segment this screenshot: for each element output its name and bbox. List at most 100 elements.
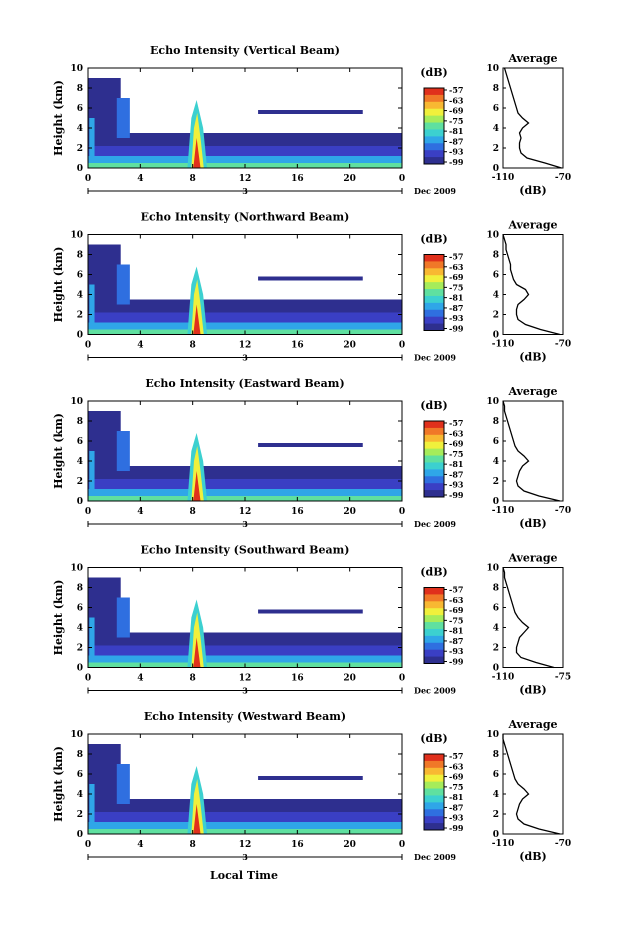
x-tick-label: 8 xyxy=(190,174,196,184)
average-y-tick-label: 4 xyxy=(493,624,499,634)
average-frame xyxy=(502,733,564,835)
colorbar-tick-label: -93 xyxy=(449,646,464,656)
x-tick-label: 20 xyxy=(343,674,356,684)
colorbar-frame xyxy=(423,420,445,498)
average-y-tick-label: 4 xyxy=(493,291,499,301)
x-tick-label: 0 xyxy=(399,840,405,850)
colorbar-swatch xyxy=(424,767,444,776)
colorbar-tick-label: -81 xyxy=(449,126,463,136)
colorbar-tick-label: -93 xyxy=(449,147,464,157)
x-tick-label: 8 xyxy=(190,341,196,351)
average-profile-line xyxy=(503,67,562,169)
panel-northward: Echo Intensity (Northward Beam) 0 2 4 6 8 10 He… xyxy=(52,211,571,364)
y-tick-label: 0 xyxy=(77,664,83,674)
colorbar-swatch xyxy=(424,483,444,491)
x-tick-label: 0 xyxy=(85,840,91,850)
day-label: 3 xyxy=(242,353,248,363)
colorbar-swatch xyxy=(424,469,444,477)
y-tick-label: 10 xyxy=(70,730,83,740)
colorbar-swatch xyxy=(424,157,444,165)
colorbar-unit: (dB) xyxy=(420,566,447,579)
y-tick-label: 0 xyxy=(77,497,83,507)
heatmap-event-mid xyxy=(191,113,204,168)
average-y-tick-label: 0 xyxy=(493,830,499,840)
x-tick-label: 0 xyxy=(399,507,405,517)
colorbar-unit: (dB) xyxy=(420,66,447,79)
x-tick-label: 12 xyxy=(239,507,252,517)
colorbar-swatch xyxy=(424,601,444,609)
x-tick-label: 20 xyxy=(343,174,356,184)
y-tick-label: 2 xyxy=(77,477,83,487)
heatmap-field xyxy=(88,577,402,668)
colorbar-swatch xyxy=(424,261,444,269)
average-y-tick-label: 6 xyxy=(493,104,499,114)
heatmap-event-core xyxy=(193,471,201,501)
colorbar-tick-label: -63 xyxy=(449,428,464,438)
colorbar-frame xyxy=(423,587,445,664)
x-tick-label: 0 xyxy=(85,341,91,351)
colorbar-tick-label: -87 xyxy=(449,636,463,646)
average-profile-line xyxy=(502,400,561,502)
average-x-label: (dB) xyxy=(519,351,546,364)
colorbar-swatch xyxy=(424,129,444,137)
panel-vertical: Echo Intensity (Vertical Beam) 0 2 4 6 8 10 Hei… xyxy=(52,44,571,197)
colorbar-unit: (dB) xyxy=(420,233,447,246)
colorbar-frame xyxy=(423,254,445,331)
colorbar-tick-label: -75 xyxy=(449,449,463,459)
colorbar-tick-label: -81 xyxy=(449,792,463,802)
average-title: Average xyxy=(507,718,557,731)
y-tick-label: 4 xyxy=(77,624,83,634)
colorbar-swatch xyxy=(424,309,444,318)
heatmap-high-layer xyxy=(258,443,363,447)
heatmap-left-spike xyxy=(89,784,95,829)
x-tick-label: 4 xyxy=(137,341,143,351)
colorbar-tick-label: -93 xyxy=(449,313,464,323)
heatmap-left-spike xyxy=(89,284,95,330)
colorbar-swatch xyxy=(424,788,444,796)
panel-westward: Echo Intensity (Westward Beam) 0 2 4 6 8 10 Hei… xyxy=(52,710,571,863)
average-y-tick-label: 2 xyxy=(493,311,499,321)
x-tick-label: 20 xyxy=(343,341,356,351)
colorbar-swatch xyxy=(424,282,444,290)
heatmap-streak xyxy=(116,597,130,638)
colorbar-tick-label: -87 xyxy=(449,802,463,812)
y-tick-label: 10 xyxy=(70,64,83,74)
average-y-tick-label: 0 xyxy=(493,164,499,174)
x-tick-label: 12 xyxy=(239,840,252,850)
panel-title: Echo Intensity (Northward Beam) xyxy=(141,211,350,224)
average-x-tick-label: -70 xyxy=(555,506,571,516)
average-frame xyxy=(502,400,564,502)
average-y-tick-label: 4 xyxy=(493,790,499,800)
x-tick-label: 16 xyxy=(291,341,304,351)
average-y-tick-label: 2 xyxy=(493,477,499,487)
colorbar-swatch xyxy=(424,122,444,130)
y-axis-label: Height (km) xyxy=(52,413,65,489)
x-tick-label: 8 xyxy=(190,507,196,517)
heatmap-event-core xyxy=(193,138,201,168)
x-tick-label: 4 xyxy=(137,174,143,184)
day-label: 3 xyxy=(242,686,248,696)
colorbar-swatch xyxy=(424,462,444,470)
average-x-tick-label: -70 xyxy=(555,839,571,849)
y-tick-label: 8 xyxy=(77,584,83,594)
colorbar-swatch xyxy=(424,781,444,790)
colorbar-swatch xyxy=(424,754,444,762)
y-axis-label: Height (km) xyxy=(52,80,65,156)
x-tick-label: 12 xyxy=(239,341,252,351)
colorbar-tick-label: -93 xyxy=(449,813,464,823)
colorbar-swatch xyxy=(424,427,444,436)
heatmap-high-layer xyxy=(258,776,363,780)
average-y-tick-label: 2 xyxy=(493,144,499,154)
x-tick-label: 12 xyxy=(239,174,252,184)
average-title: Average xyxy=(507,552,557,565)
colorbar-swatch xyxy=(424,136,444,144)
colorbar-swatch xyxy=(424,490,444,498)
y-tick-label: 0 xyxy=(77,830,83,840)
colorbar-swatch xyxy=(424,649,444,658)
colorbar-tick-label: -69 xyxy=(449,605,464,615)
average-y-tick-label: 10 xyxy=(486,730,499,740)
colorbar-swatch xyxy=(424,448,444,457)
colorbar-swatch xyxy=(424,323,444,331)
x-tick-label: 20 xyxy=(343,507,356,517)
colorbar-swatch xyxy=(424,823,444,831)
